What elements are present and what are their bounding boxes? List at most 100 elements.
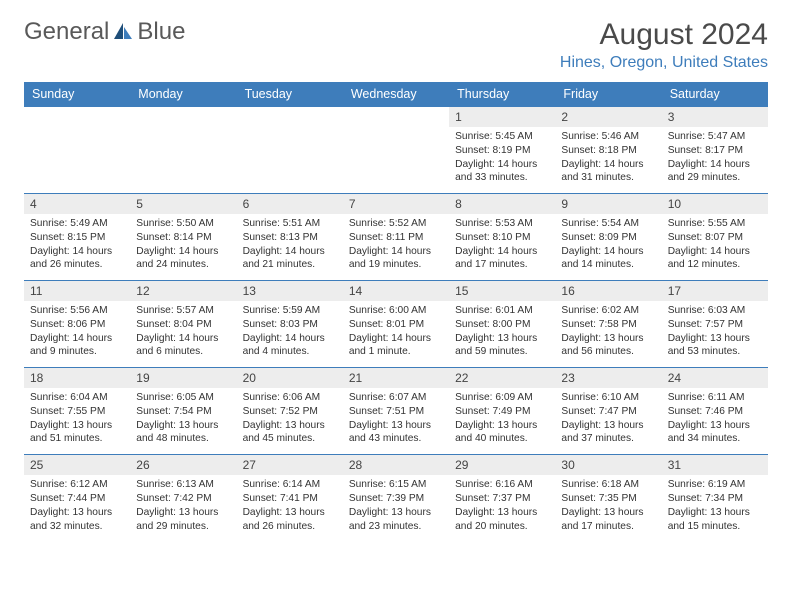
day-number: 19	[130, 368, 236, 388]
day-details: Sunrise: 6:02 AMSunset: 7:58 PMDaylight:…	[555, 301, 661, 367]
day-details: Sunrise: 6:06 AMSunset: 7:52 PMDaylight:…	[237, 388, 343, 454]
calendar-cell	[130, 107, 236, 194]
calendar-row: 18Sunrise: 6:04 AMSunset: 7:55 PMDayligh…	[24, 368, 768, 455]
day-number: 22	[449, 368, 555, 388]
day-number: 8	[449, 194, 555, 214]
calendar-cell: 18Sunrise: 6:04 AMSunset: 7:55 PMDayligh…	[24, 368, 130, 455]
day-details: Sunrise: 6:19 AMSunset: 7:34 PMDaylight:…	[662, 475, 768, 541]
calendar-cell: 26Sunrise: 6:13 AMSunset: 7:42 PMDayligh…	[130, 455, 236, 542]
day-details: Sunrise: 5:56 AMSunset: 8:06 PMDaylight:…	[24, 301, 130, 367]
calendar-cell: 24Sunrise: 6:11 AMSunset: 7:46 PMDayligh…	[662, 368, 768, 455]
day-details: Sunrise: 6:07 AMSunset: 7:51 PMDaylight:…	[343, 388, 449, 454]
calendar-cell: 29Sunrise: 6:16 AMSunset: 7:37 PMDayligh…	[449, 455, 555, 542]
calendar-cell: 16Sunrise: 6:02 AMSunset: 7:58 PMDayligh…	[555, 281, 661, 368]
day-details: Sunrise: 5:45 AMSunset: 8:19 PMDaylight:…	[449, 127, 555, 193]
calendar-cell: 12Sunrise: 5:57 AMSunset: 8:04 PMDayligh…	[130, 281, 236, 368]
day-details: Sunrise: 5:55 AMSunset: 8:07 PMDaylight:…	[662, 214, 768, 280]
day-details: Sunrise: 5:52 AMSunset: 8:11 PMDaylight:…	[343, 214, 449, 280]
day-number: 20	[237, 368, 343, 388]
day-number: 24	[662, 368, 768, 388]
day-details: Sunrise: 5:51 AMSunset: 8:13 PMDaylight:…	[237, 214, 343, 280]
title-block: August 2024 Hines, Oregon, United States	[560, 18, 768, 72]
day-details: Sunrise: 5:50 AMSunset: 8:14 PMDaylight:…	[130, 214, 236, 280]
day-details: Sunrise: 6:03 AMSunset: 7:57 PMDaylight:…	[662, 301, 768, 367]
day-number: 5	[130, 194, 236, 214]
calendar-cell: 22Sunrise: 6:09 AMSunset: 7:49 PMDayligh…	[449, 368, 555, 455]
day-details: Sunrise: 6:01 AMSunset: 8:00 PMDaylight:…	[449, 301, 555, 367]
day-details: Sunrise: 5:53 AMSunset: 8:10 PMDaylight:…	[449, 214, 555, 280]
day-details: Sunrise: 5:46 AMSunset: 8:18 PMDaylight:…	[555, 127, 661, 193]
day-number: 26	[130, 455, 236, 475]
calendar-cell: 3Sunrise: 5:47 AMSunset: 8:17 PMDaylight…	[662, 107, 768, 194]
calendar-cell: 7Sunrise: 5:52 AMSunset: 8:11 PMDaylight…	[343, 194, 449, 281]
day-details: Sunrise: 6:10 AMSunset: 7:47 PMDaylight:…	[555, 388, 661, 454]
day-header: Saturday	[662, 82, 768, 107]
day-number: 27	[237, 455, 343, 475]
day-number: 4	[24, 194, 130, 214]
day-number: 25	[24, 455, 130, 475]
day-number: 29	[449, 455, 555, 475]
day-details: Sunrise: 5:57 AMSunset: 8:04 PMDaylight:…	[130, 301, 236, 367]
day-details: Sunrise: 6:16 AMSunset: 7:37 PMDaylight:…	[449, 475, 555, 541]
day-number: 1	[449, 107, 555, 127]
day-number: 28	[343, 455, 449, 475]
calendar-cell: 28Sunrise: 6:15 AMSunset: 7:39 PMDayligh…	[343, 455, 449, 542]
day-number: 3	[662, 107, 768, 127]
day-header: Tuesday	[237, 82, 343, 107]
calendar-cell: 6Sunrise: 5:51 AMSunset: 8:13 PMDaylight…	[237, 194, 343, 281]
day-header: Sunday	[24, 82, 130, 107]
day-details: Sunrise: 6:13 AMSunset: 7:42 PMDaylight:…	[130, 475, 236, 541]
logo-text-right: Blue	[137, 18, 185, 46]
day-number: 7	[343, 194, 449, 214]
day-number: 18	[24, 368, 130, 388]
calendar-row: 4Sunrise: 5:49 AMSunset: 8:15 PMDaylight…	[24, 194, 768, 281]
day-number: 30	[555, 455, 661, 475]
day-number: 23	[555, 368, 661, 388]
day-header: Thursday	[449, 82, 555, 107]
logo-text-left: General	[24, 18, 109, 46]
day-details: Sunrise: 6:09 AMSunset: 7:49 PMDaylight:…	[449, 388, 555, 454]
calendar-cell: 30Sunrise: 6:18 AMSunset: 7:35 PMDayligh…	[555, 455, 661, 542]
calendar-row: 25Sunrise: 6:12 AMSunset: 7:44 PMDayligh…	[24, 455, 768, 542]
day-details: Sunrise: 5:59 AMSunset: 8:03 PMDaylight:…	[237, 301, 343, 367]
calendar-row: 11Sunrise: 5:56 AMSunset: 8:06 PMDayligh…	[24, 281, 768, 368]
day-number: 2	[555, 107, 661, 127]
day-number: 14	[343, 281, 449, 301]
calendar-cell: 2Sunrise: 5:46 AMSunset: 8:18 PMDaylight…	[555, 107, 661, 194]
calendar-cell: 14Sunrise: 6:00 AMSunset: 8:01 PMDayligh…	[343, 281, 449, 368]
calendar-cell: 5Sunrise: 5:50 AMSunset: 8:14 PMDaylight…	[130, 194, 236, 281]
calendar-cell: 17Sunrise: 6:03 AMSunset: 7:57 PMDayligh…	[662, 281, 768, 368]
day-details: Sunrise: 5:47 AMSunset: 8:17 PMDaylight:…	[662, 127, 768, 193]
calendar-body: 1Sunrise: 5:45 AMSunset: 8:19 PMDaylight…	[24, 107, 768, 542]
day-number: 31	[662, 455, 768, 475]
day-number: 16	[555, 281, 661, 301]
calendar-cell: 11Sunrise: 5:56 AMSunset: 8:06 PMDayligh…	[24, 281, 130, 368]
location-label: Hines, Oregon, United States	[560, 54, 768, 72]
day-number: 9	[555, 194, 661, 214]
calendar-row: 1Sunrise: 5:45 AMSunset: 8:19 PMDaylight…	[24, 107, 768, 194]
brand-logo: General Blue	[24, 18, 185, 46]
calendar-cell: 4Sunrise: 5:49 AMSunset: 8:15 PMDaylight…	[24, 194, 130, 281]
day-number: 17	[662, 281, 768, 301]
calendar-table: SundayMondayTuesdayWednesdayThursdayFrid…	[24, 82, 768, 541]
calendar-cell: 27Sunrise: 6:14 AMSunset: 7:41 PMDayligh…	[237, 455, 343, 542]
day-header: Monday	[130, 82, 236, 107]
calendar-cell	[237, 107, 343, 194]
calendar-cell: 23Sunrise: 6:10 AMSunset: 7:47 PMDayligh…	[555, 368, 661, 455]
calendar-cell: 19Sunrise: 6:05 AMSunset: 7:54 PMDayligh…	[130, 368, 236, 455]
page-header: General Blue August 2024 Hines, Oregon, …	[24, 18, 768, 72]
sail-icon	[112, 21, 134, 43]
day-number: 11	[24, 281, 130, 301]
calendar-cell: 1Sunrise: 5:45 AMSunset: 8:19 PMDaylight…	[449, 107, 555, 194]
day-number: 13	[237, 281, 343, 301]
day-number: 10	[662, 194, 768, 214]
calendar-cell: 9Sunrise: 5:54 AMSunset: 8:09 PMDaylight…	[555, 194, 661, 281]
calendar-cell: 8Sunrise: 5:53 AMSunset: 8:10 PMDaylight…	[449, 194, 555, 281]
calendar-cell: 31Sunrise: 6:19 AMSunset: 7:34 PMDayligh…	[662, 455, 768, 542]
calendar-cell: 13Sunrise: 5:59 AMSunset: 8:03 PMDayligh…	[237, 281, 343, 368]
day-details: Sunrise: 6:04 AMSunset: 7:55 PMDaylight:…	[24, 388, 130, 454]
day-details: Sunrise: 6:11 AMSunset: 7:46 PMDaylight:…	[662, 388, 768, 454]
calendar-cell: 25Sunrise: 6:12 AMSunset: 7:44 PMDayligh…	[24, 455, 130, 542]
calendar-cell: 10Sunrise: 5:55 AMSunset: 8:07 PMDayligh…	[662, 194, 768, 281]
calendar-cell	[343, 107, 449, 194]
